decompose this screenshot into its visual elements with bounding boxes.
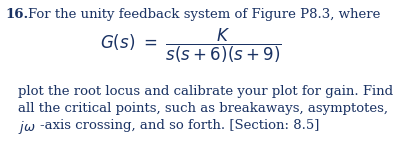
Text: plot the root locus and calibrate your plot for gain. Find: plot the root locus and calibrate your p… <box>18 85 393 98</box>
Text: For the unity feedback system of Figure P8.3, where: For the unity feedback system of Figure … <box>28 8 380 21</box>
Text: 16.: 16. <box>5 8 28 21</box>
Text: -axis crossing, and so forth. [Section: 8.5]: -axis crossing, and so forth. [Section: … <box>40 119 320 132</box>
Text: $j\omega$: $j\omega$ <box>18 119 36 136</box>
Text: all the critical points, such as breakaways, asymptotes,: all the critical points, such as breakaw… <box>18 102 388 115</box>
Text: $\mathit{G}(\mathit{s})\ =\ \dfrac{K}{\mathit{s}(\mathit{s}+6)(\mathit{s}+9)}$: $\mathit{G}(\mathit{s})\ =\ \dfrac{K}{\m… <box>100 27 282 65</box>
